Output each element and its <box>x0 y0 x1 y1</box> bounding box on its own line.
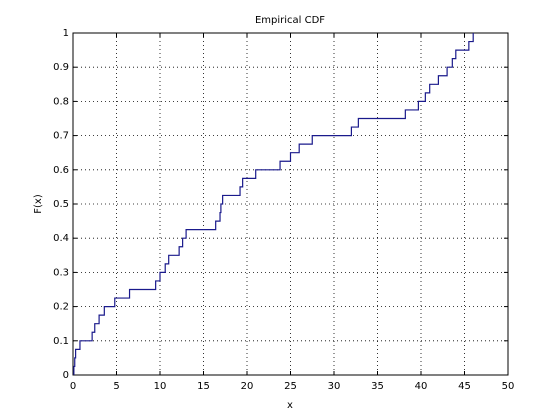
y-tick-label: 0.2 <box>53 302 69 313</box>
y-tick-label: 0.1 <box>53 336 69 347</box>
chart-title: Empirical CDF <box>255 15 325 26</box>
y-tick-label: 0.6 <box>53 165 69 176</box>
plot-area <box>72 32 509 376</box>
x-tick-label: 35 <box>371 381 384 392</box>
x-tick-label: 15 <box>197 381 210 392</box>
x-tick-label: 50 <box>502 381 515 392</box>
y-tick-label: 0.7 <box>53 131 69 142</box>
x-tick-label: 0 <box>70 381 76 392</box>
x-tick-label: 45 <box>458 381 471 392</box>
y-tick-label: 0 <box>63 370 69 381</box>
x-tick-label: 30 <box>328 381 341 392</box>
y-axis-label: F(x) <box>33 194 44 214</box>
x-tick-label: 10 <box>154 381 167 392</box>
x-tick-label: 20 <box>241 381 254 392</box>
y-tick-label: 0.8 <box>53 96 69 107</box>
y-tick-label: 0.4 <box>53 233 69 244</box>
x-tick-label: 5 <box>113 381 119 392</box>
cdf-line <box>73 33 474 375</box>
y-tick-label: 0.5 <box>53 199 69 210</box>
y-tick-label: 1 <box>63 28 69 39</box>
x-tick-label: 40 <box>415 381 428 392</box>
y-tick-label: 0.9 <box>53 62 69 73</box>
y-tick-label: 0.3 <box>53 267 69 278</box>
x-tick-label: 25 <box>284 381 297 392</box>
x-axis-label: x <box>287 400 293 411</box>
